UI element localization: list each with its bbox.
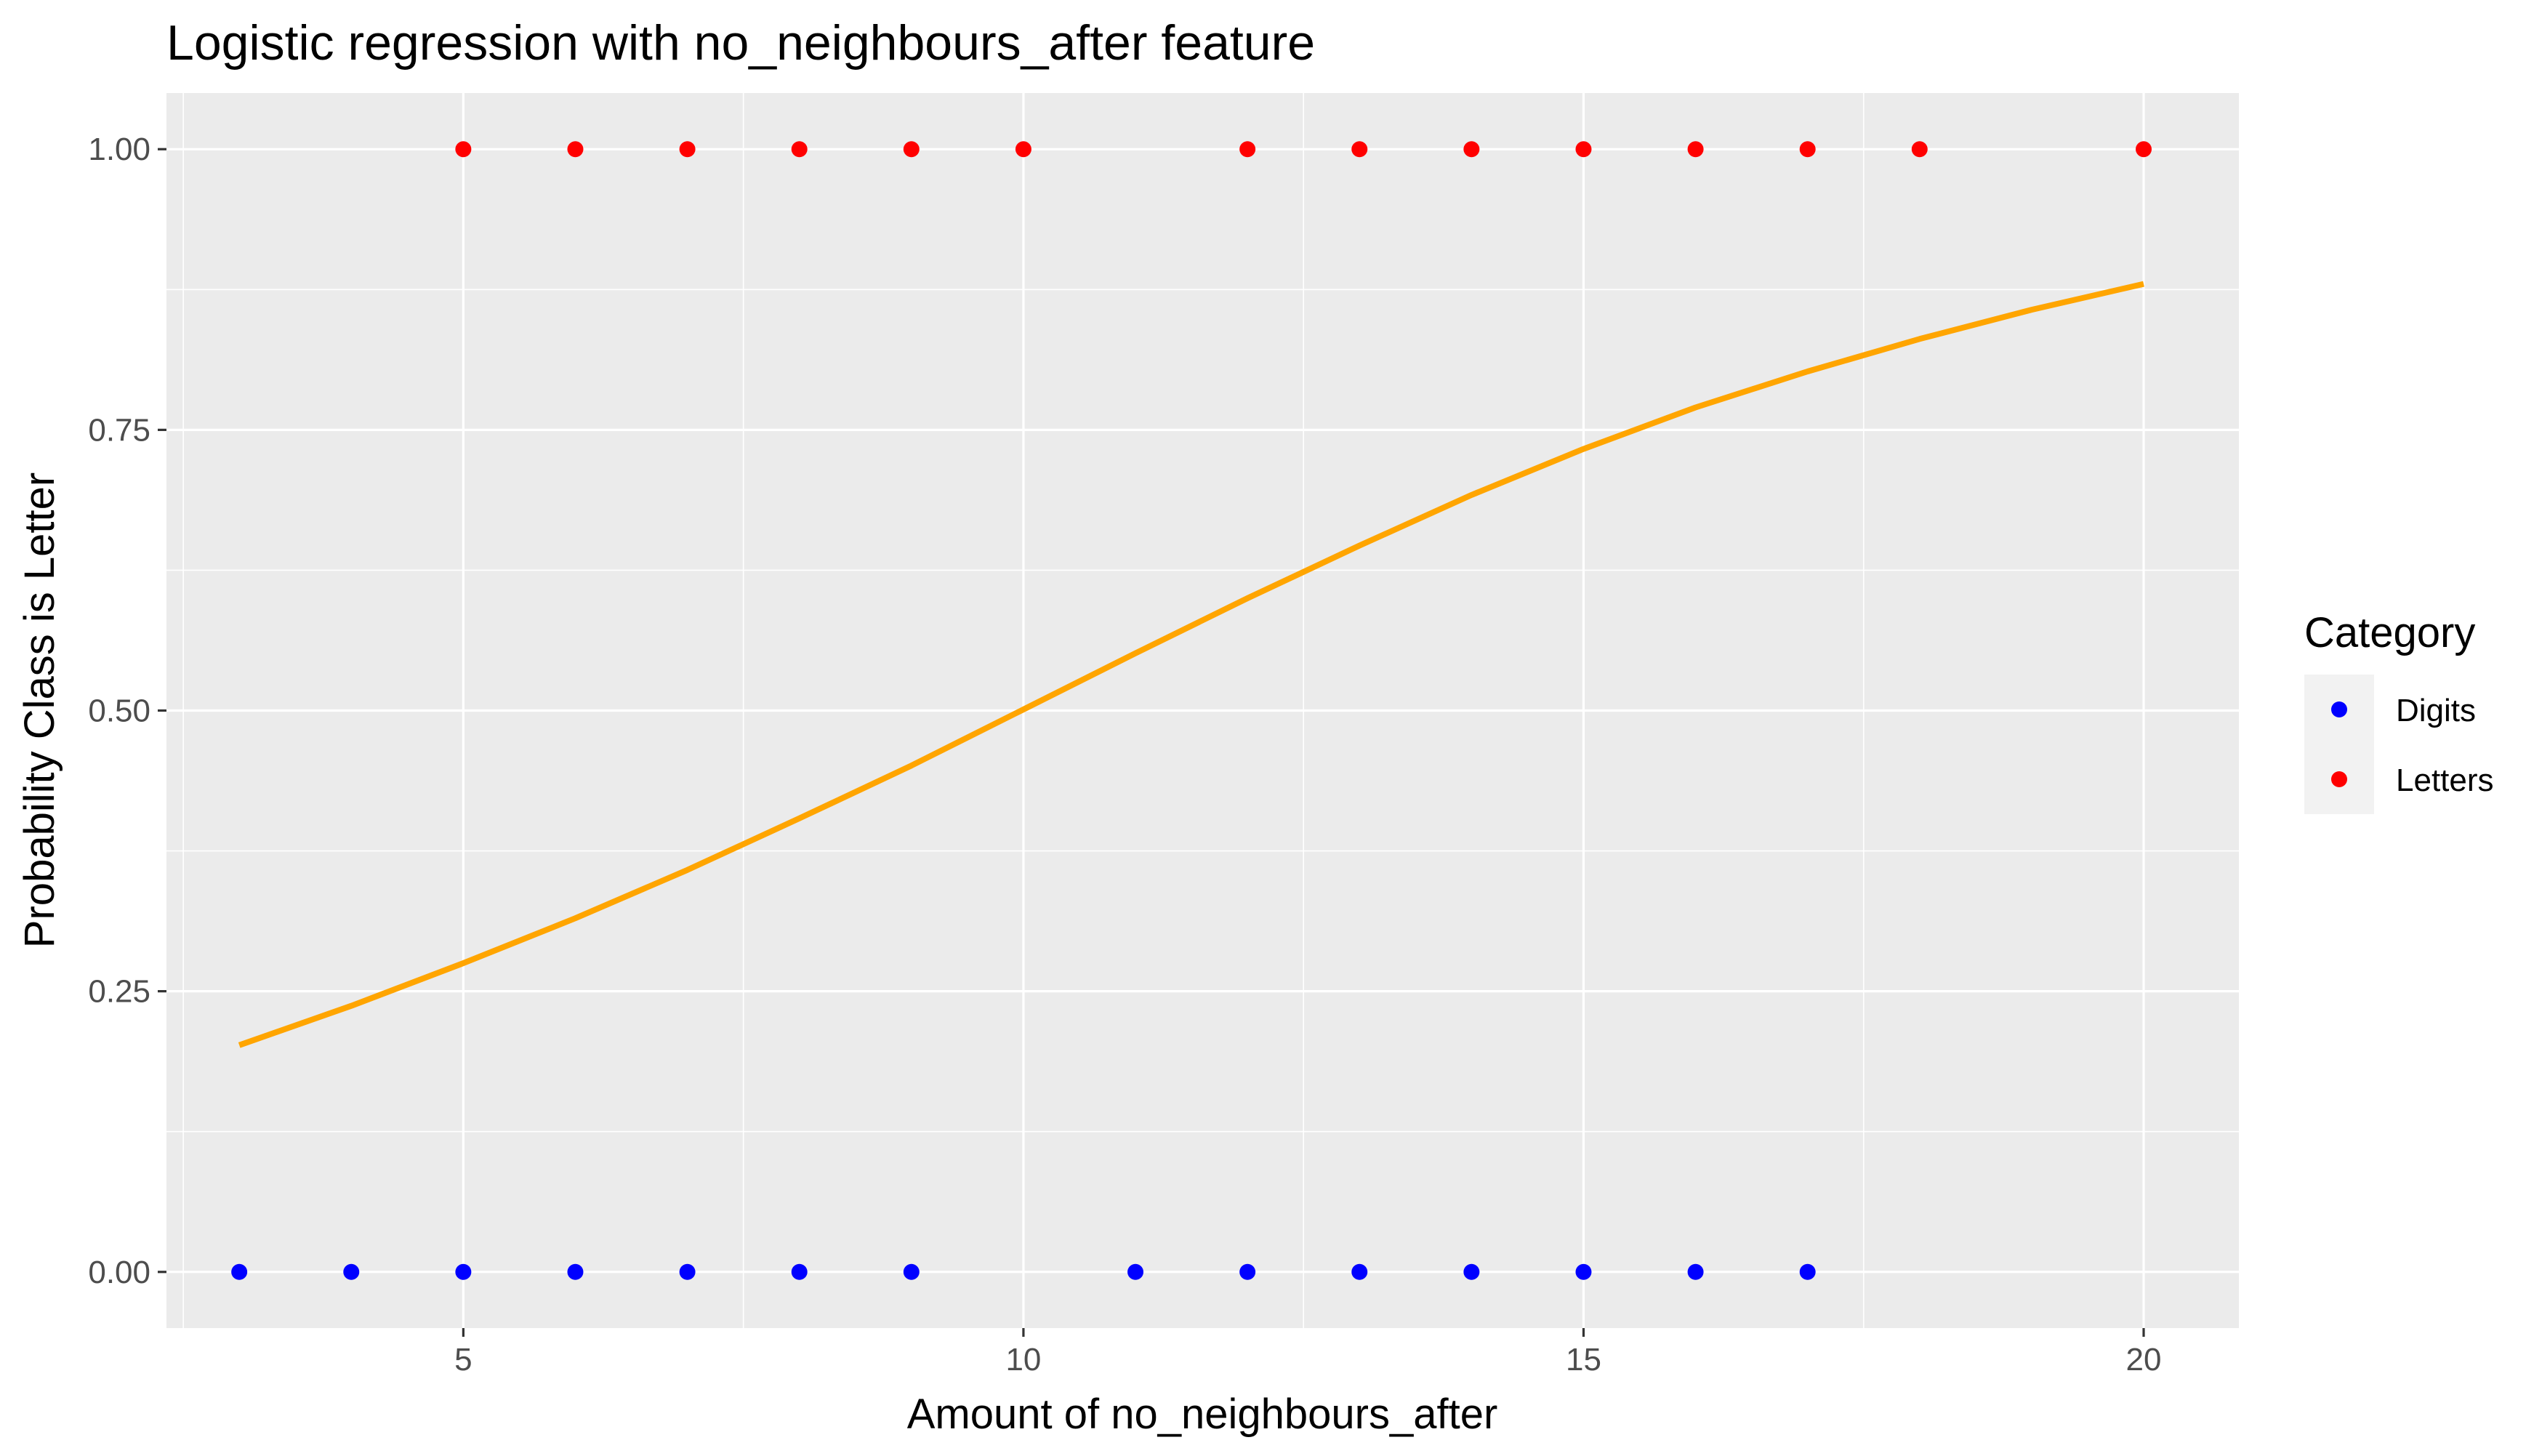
data-point-digits — [1575, 1263, 1592, 1280]
data-point-letters — [455, 141, 472, 158]
y-axis-title: Probability Class is Letter — [16, 472, 63, 948]
y-tick-label: 0.75 — [88, 412, 150, 448]
x-tick-label: 10 — [1005, 1342, 1041, 1377]
axis-ticks: 5 10 15 20 0.00 0.25 0.50 0.75 1.00 — [88, 132, 2161, 1377]
y-tick-label: 0.25 — [88, 974, 150, 1010]
legend-marker-letters — [2331, 771, 2347, 787]
data-point-letters — [2136, 141, 2152, 158]
y-tick-label: 0.00 — [88, 1255, 150, 1290]
fitted-curve-layer — [238, 281, 2144, 1048]
fitted-logistic-curve — [238, 281, 2144, 1048]
data-point-digits — [343, 1263, 360, 1280]
data-point-digits — [1799, 1263, 1816, 1280]
x-axis-title: Amount of no_neighbours_after — [907, 1391, 1498, 1438]
data-points-layer — [231, 141, 2152, 1280]
legend-keys: Digits Letters — [2304, 675, 2494, 814]
legend-label-digits: Digits — [2396, 693, 2476, 728]
y-tick-label: 1.00 — [88, 132, 150, 167]
legend: Category Digits Letters — [2304, 609, 2494, 814]
data-point-letters — [791, 141, 808, 158]
chart-title: Logistic regression with no_neighbours_a… — [166, 15, 1315, 71]
data-point-digits — [1463, 1263, 1480, 1280]
y-tick-label: 0.50 — [88, 693, 150, 729]
data-point-letters — [1239, 141, 1256, 158]
legend-title: Category — [2304, 609, 2475, 656]
data-point-digits — [1239, 1263, 1256, 1280]
data-point-letters — [1463, 141, 1480, 158]
data-point-digits — [679, 1263, 696, 1280]
data-point-digits — [1351, 1263, 1368, 1280]
data-point-letters — [903, 141, 920, 158]
data-point-digits — [231, 1263, 248, 1280]
data-point-digits — [903, 1263, 920, 1280]
data-point-letters — [1575, 141, 1592, 158]
legend-marker-digits — [2331, 701, 2347, 717]
data-point-letters — [1351, 141, 1368, 158]
x-tick-label: 15 — [1566, 1342, 1601, 1377]
data-point-digits — [1687, 1263, 1704, 1280]
data-point-letters — [567, 141, 584, 158]
data-point-digits — [791, 1263, 808, 1280]
data-point-letters — [1799, 141, 1816, 158]
data-point-letters — [679, 141, 696, 158]
data-point-letters — [1911, 141, 1928, 158]
data-point-digits — [567, 1263, 584, 1280]
x-tick-label: 5 — [454, 1342, 472, 1377]
data-point-letters — [1687, 141, 1704, 158]
legend-label-letters: Letters — [2396, 763, 2494, 798]
data-point-digits — [455, 1263, 472, 1280]
data-point-digits — [1127, 1263, 1144, 1280]
data-point-letters — [1015, 141, 1031, 158]
x-tick-label: 20 — [2126, 1342, 2162, 1377]
